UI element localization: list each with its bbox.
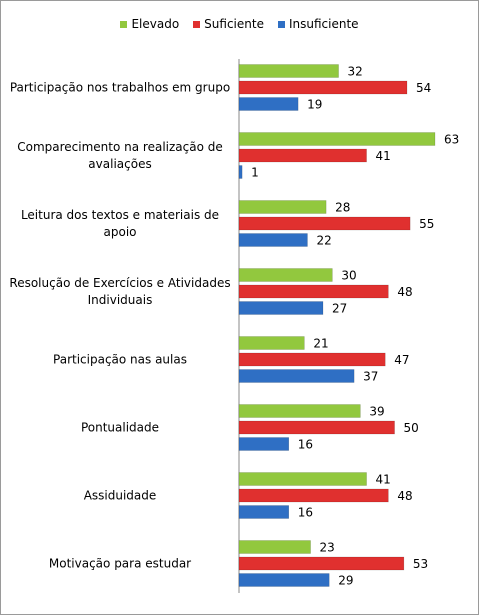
bar xyxy=(238,200,327,214)
data-label: 50 xyxy=(404,421,419,435)
bar xyxy=(238,472,367,486)
legend-label: Elevado xyxy=(131,17,180,31)
category-label: Assiduidade xyxy=(83,488,157,502)
bar xyxy=(238,336,305,350)
bar xyxy=(238,437,290,451)
category-label: Participação nos trabalhos em grupo xyxy=(9,80,231,94)
data-label: 47 xyxy=(394,353,409,367)
data-label: 16 xyxy=(298,438,313,452)
data-label: 22 xyxy=(316,234,331,248)
legend-swatch xyxy=(193,20,201,28)
category-label: Comparecimento na realização de avaliaçõ… xyxy=(17,139,223,171)
bar xyxy=(238,404,361,418)
data-label: 37 xyxy=(363,370,378,384)
legend: Elevado Suficiente Insuficiente xyxy=(1,17,478,31)
bar xyxy=(238,233,308,247)
bar xyxy=(238,573,330,587)
bar xyxy=(238,216,411,231)
data-label: 63 xyxy=(444,133,459,147)
bar xyxy=(238,556,405,571)
data-label: 28 xyxy=(335,201,350,215)
legend-item: Insuficiente xyxy=(277,17,359,31)
category-label: Pontualidade xyxy=(80,420,160,434)
data-label: 32 xyxy=(348,65,363,79)
legend-swatch xyxy=(277,20,285,28)
data-label: 23 xyxy=(320,541,335,555)
category-label: Resolução de Exercícios e Atividades Ind… xyxy=(9,275,231,307)
data-label: 19 xyxy=(307,98,322,112)
bar xyxy=(238,505,290,519)
bar xyxy=(238,420,395,435)
bar xyxy=(238,132,436,146)
data-label: 54 xyxy=(416,81,431,95)
data-label: 55 xyxy=(419,217,434,231)
data-label: 39 xyxy=(369,405,384,419)
legend-swatch xyxy=(120,20,128,28)
legend-label: Insuficiente xyxy=(288,17,359,31)
data-label: 27 xyxy=(332,302,347,316)
bar xyxy=(238,352,386,367)
bar xyxy=(238,540,311,554)
bar xyxy=(238,97,299,111)
legend-item: Elevado xyxy=(120,17,179,31)
bar xyxy=(238,284,389,299)
bar xyxy=(238,148,367,163)
bar xyxy=(238,64,339,78)
data-label: 16 xyxy=(298,506,313,520)
data-label: 21 xyxy=(313,337,328,351)
data-label: 41 xyxy=(376,473,391,487)
data-label: 48 xyxy=(397,489,412,503)
category-label: Leitura dos textos e materiais de apoio xyxy=(20,207,220,239)
data-label: 1 xyxy=(251,166,259,180)
bar xyxy=(238,369,355,383)
data-label: 41 xyxy=(376,149,391,163)
bar xyxy=(238,488,389,503)
bar xyxy=(238,80,408,95)
data-label: 29 xyxy=(338,574,353,588)
legend-item: Suficiente xyxy=(193,17,264,31)
category-label: Motivação para estudar xyxy=(48,556,192,570)
legend-label: Suficiente xyxy=(204,17,264,31)
data-label: 48 xyxy=(397,285,412,299)
bar xyxy=(238,165,243,179)
bar xyxy=(238,268,333,282)
category-label: Participação nas aulas xyxy=(53,352,187,366)
data-label: 30 xyxy=(341,269,356,283)
data-label: 53 xyxy=(413,557,428,571)
bar xyxy=(238,301,324,315)
